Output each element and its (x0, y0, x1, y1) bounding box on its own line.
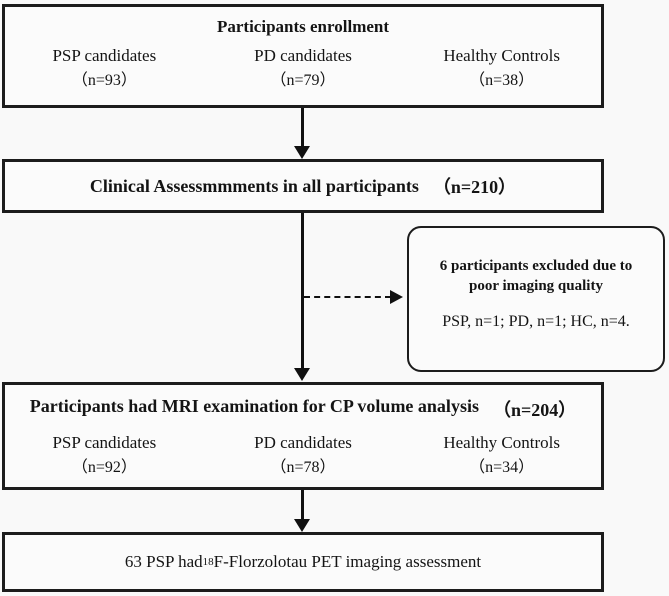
enrollment-group-psp: PSP candidates （n=93） (5, 44, 204, 92)
pet-text-superscript: 18 (202, 556, 214, 568)
excluded-heading: 6 participants excluded due to poor imag… (409, 256, 663, 297)
arrow-down-icon-2 (294, 368, 310, 381)
group-label: PSP candidates (52, 433, 157, 452)
group-label: PD candidates (254, 46, 352, 65)
group-count: （n=78） (270, 458, 336, 476)
mri-title: Participants had MRI examination for CP … (29, 396, 479, 416)
mri-group-psp: PSP candidates （n=92） (5, 431, 204, 479)
pet-text-prefix: 63 PSP had (124, 552, 203, 571)
group-count: （n=92） (71, 458, 137, 476)
enrollment-title: Participants enrollment (216, 17, 390, 36)
clinical-count: （n=210） (432, 177, 517, 197)
group-label: PD candidates (254, 433, 352, 452)
mri-count: （n=204） (492, 400, 577, 420)
pet-box: 63 PSP had 18 F-Florzolotau PET imaging a… (2, 532, 604, 592)
arrow-line-2 (301, 213, 304, 369)
mri-group-hc: Healthy Controls （n=34） (402, 431, 601, 479)
dashed-arrow-line (304, 296, 391, 298)
pet-text-suffix: F-Florzolotau PET imaging assessment (213, 552, 482, 571)
enrollment-group-hc: Healthy Controls （n=38） (402, 44, 601, 92)
mri-box: Participants had MRI examination for CP … (2, 382, 604, 490)
group-count: （n=93） (71, 71, 137, 89)
excluded-heading-line1: 6 participants excluded due to (439, 258, 633, 274)
enrollment-groups: PSP candidates （n=93） PD candidates （n=7… (5, 44, 601, 92)
arrow-line-3 (301, 490, 304, 520)
mri-group-pd: PD candidates （n=78） (204, 431, 403, 479)
clinical-title: Clinical Assessmmments in all participan… (89, 175, 419, 196)
mri-groups: PSP candidates （n=92） PD candidates （n=7… (5, 431, 601, 479)
group-label: PSP candidates (52, 46, 157, 65)
group-count: （n=79） (270, 71, 336, 89)
enrollment-box: Participants enrollment PSP candidates （… (2, 4, 604, 108)
mri-title-row: Participants had MRI examination for CP … (5, 396, 601, 422)
arrow-right-icon (390, 290, 403, 304)
group-count: （n=38） (469, 71, 535, 89)
arrow-down-icon-1 (294, 146, 310, 159)
group-count: （n=34） (469, 458, 535, 476)
group-label: Healthy Controls (443, 46, 560, 65)
excluded-detail: PSP, n=1; PD, n=1; HC, n=4. (442, 312, 630, 330)
arrow-line-1 (301, 108, 304, 148)
clinical-box: Clinical Assessmmments in all participan… (2, 159, 604, 213)
group-label: Healthy Controls (443, 433, 560, 452)
arrow-down-icon-3 (294, 519, 310, 532)
enrollment-group-pd: PD candidates （n=79） (204, 44, 403, 92)
excluded-box: 6 participants excluded due to poor imag… (407, 226, 665, 372)
excluded-heading-line2: poor imaging quality (469, 278, 603, 295)
